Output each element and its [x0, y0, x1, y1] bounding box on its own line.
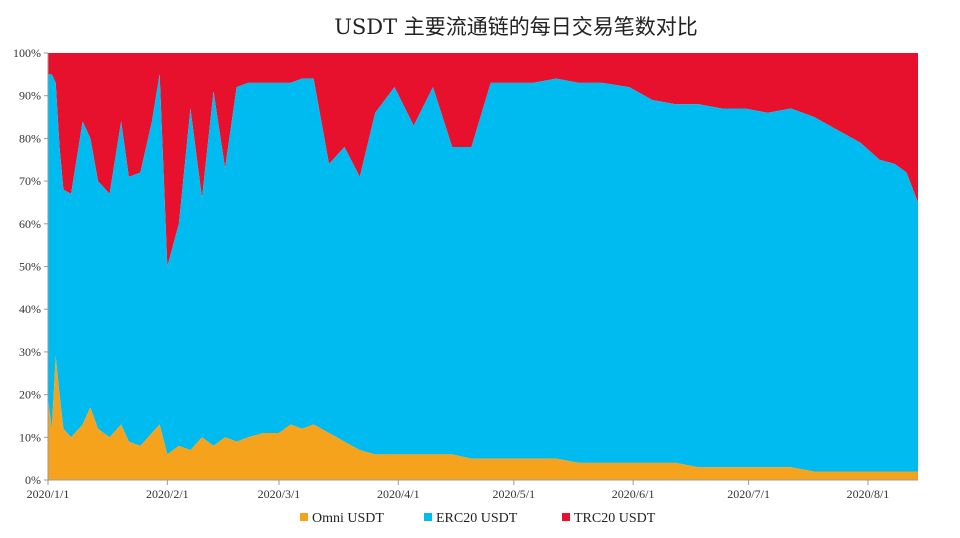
- legend: Omni USDT ERC20 USDT TRC20 USDT: [300, 511, 656, 526]
- y-tick-label: 40%: [19, 302, 41, 316]
- legend-swatch: [300, 513, 308, 521]
- legend-swatch: [562, 513, 570, 521]
- area-erc20-usdt: [48, 74, 918, 472]
- legend-item-erc20-usdt: ERC20 USDT: [424, 511, 518, 526]
- y-tick-label: 30%: [19, 345, 41, 359]
- x-tick-label: 2020/4/1: [377, 487, 420, 501]
- x-tick-label: 2020/2/1: [146, 487, 189, 501]
- y-tick-label: 50%: [19, 260, 41, 274]
- x-tick-label: 2020/6/1: [612, 487, 655, 501]
- area-trc20-usdt: [48, 53, 918, 267]
- legend-item-omni-usdt: Omni USDT: [300, 511, 384, 526]
- x-tick-label: 2020/1/1: [27, 487, 70, 501]
- y-tick-label: 80%: [19, 131, 41, 145]
- y-tick-label: 10%: [19, 430, 41, 444]
- y-tick-label: 20%: [19, 388, 41, 402]
- x-tick-label: 2020/3/1: [258, 487, 301, 501]
- legend-label: ERC20 USDT: [436, 511, 518, 526]
- y-tick-label: 70%: [19, 174, 41, 188]
- areas-group: [48, 53, 918, 480]
- x-tick-label: 2020/5/1: [492, 487, 535, 501]
- axes-group: 0% 10% 20% 30% 40% 50% 60% 70% 80% 90% 100% 2020/1/…: [13, 46, 918, 501]
- chart-title: USDT 主要流通链的每日交易笔数对比: [334, 15, 698, 39]
- x-tick-label: 2020/8/1: [847, 487, 890, 501]
- legend-label: TRC20 USDT: [574, 511, 656, 526]
- y-tick-label: 100%: [13, 46, 41, 60]
- x-tick-label: 2020/7/1: [727, 487, 770, 501]
- area-omni-usdt: [48, 356, 918, 480]
- y-tick-label: 60%: [19, 217, 41, 231]
- legend-swatch: [424, 513, 432, 521]
- legend-item-trc20-usdt: TRC20 USDT: [562, 511, 656, 526]
- y-tick-label: 0%: [25, 473, 41, 487]
- y-tick-label: 90%: [19, 89, 41, 103]
- legend-label: Omni USDT: [312, 511, 384, 526]
